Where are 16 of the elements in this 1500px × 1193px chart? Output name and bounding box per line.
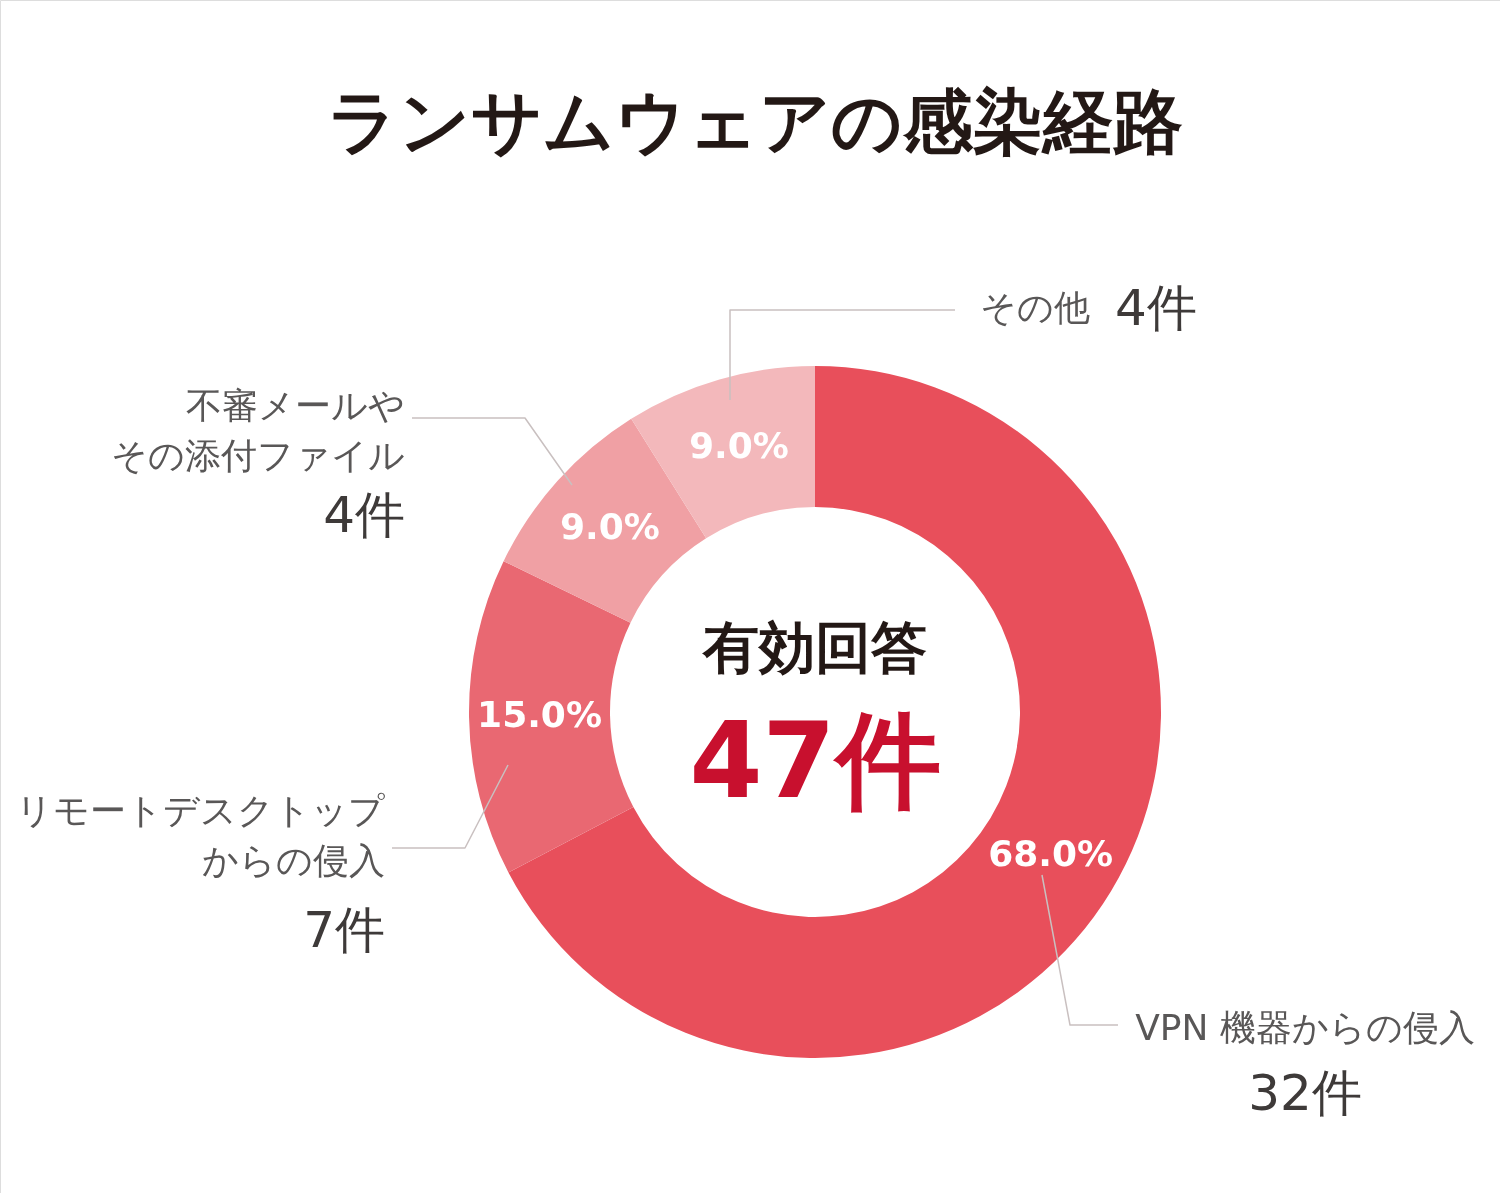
slice-label: VPN 機器からの侵入 xyxy=(1135,1007,1475,1048)
text: 47件 xyxy=(689,700,941,822)
data-label: 9.0% xyxy=(688,425,789,467)
text: 有効回答 xyxy=(701,615,927,680)
slice-label: 不審メールやその添付ファイル xyxy=(111,385,405,476)
text: 4件 xyxy=(1115,279,1197,337)
chart-title: ランサムウェアの感染経路 xyxy=(327,81,1183,163)
text: 7件 xyxy=(303,901,385,959)
data-label: 15.0% xyxy=(477,694,602,736)
text: 4件 xyxy=(323,486,405,544)
slice-label: その他 xyxy=(980,287,1090,328)
data-label: 9.0% xyxy=(559,506,660,548)
data-label: 68.0% xyxy=(988,832,1114,874)
text: 32件 xyxy=(1248,1064,1362,1122)
donut-slice xyxy=(469,561,634,873)
slice-label: リモートデスクトップからの侵入 xyxy=(16,790,385,881)
